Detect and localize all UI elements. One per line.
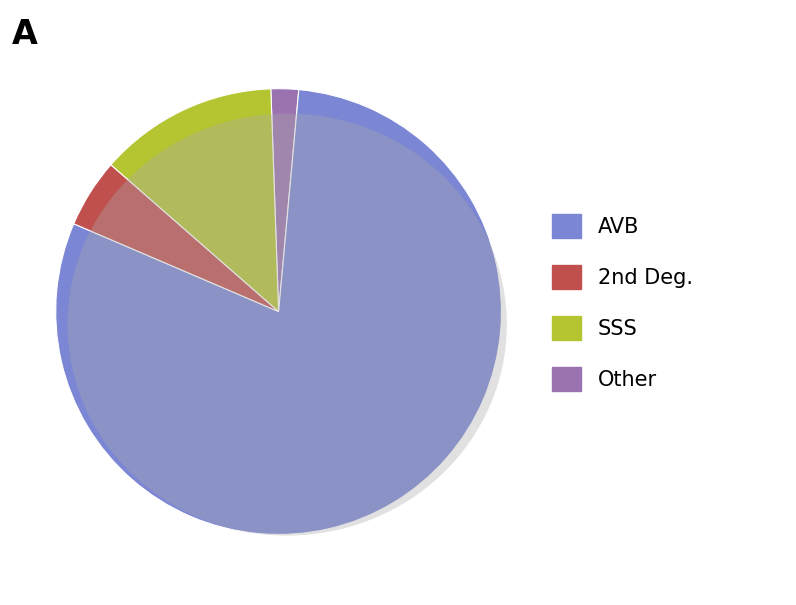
Wedge shape <box>56 90 501 534</box>
Ellipse shape <box>68 114 507 535</box>
Wedge shape <box>111 89 279 312</box>
Legend: AVB, 2nd Deg., SSS, Other: AVB, 2nd Deg., SSS, Other <box>552 214 693 391</box>
Text: A: A <box>12 18 38 51</box>
Wedge shape <box>271 89 298 312</box>
Wedge shape <box>74 165 279 312</box>
